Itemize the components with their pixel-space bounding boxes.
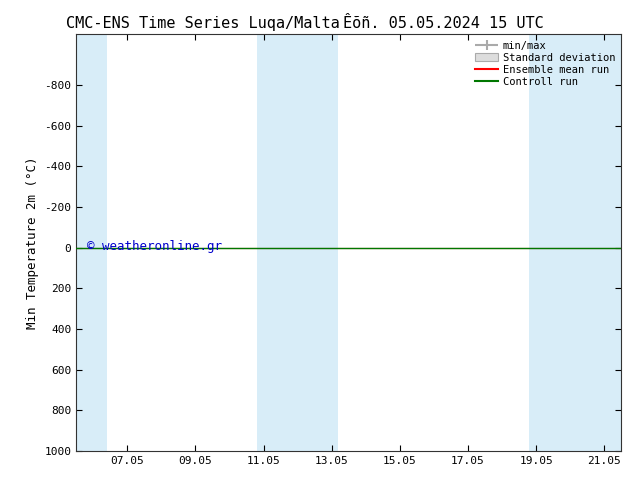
Text: Êõñ. 05.05.2024 15 UTC: Êõñ. 05.05.2024 15 UTC: [344, 16, 544, 31]
Text: CMC-ENS Time Series Luqa/Malta: CMC-ENS Time Series Luqa/Malta: [66, 16, 340, 31]
Legend: min/max, Standard deviation, Ensemble mean run, Controll run: min/max, Standard deviation, Ensemble me…: [471, 36, 619, 91]
Y-axis label: Min Temperature 2m (°C): Min Temperature 2m (°C): [25, 156, 39, 329]
Bar: [529, 34, 621, 451]
Text: © weatheronline.gr: © weatheronline.gr: [87, 241, 222, 253]
Bar: [76, 34, 107, 451]
Bar: [257, 34, 339, 451]
